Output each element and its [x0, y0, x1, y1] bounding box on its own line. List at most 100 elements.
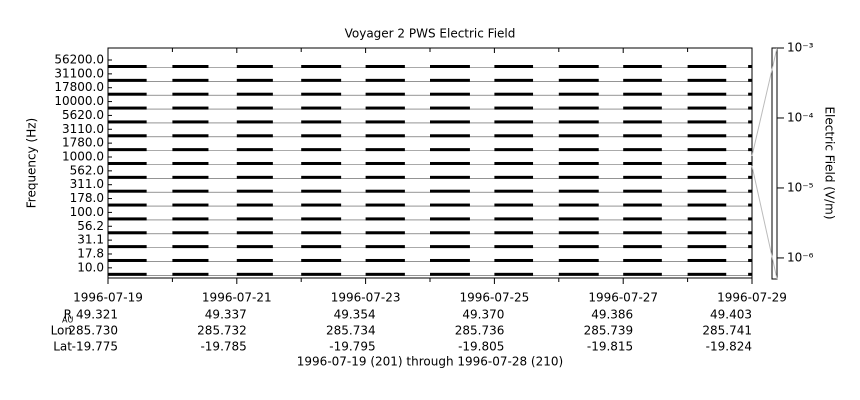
x-tick-label: 1996-07-25	[460, 291, 530, 305]
data-segment	[172, 189, 209, 193]
data-segment	[494, 217, 534, 221]
data-segment	[236, 272, 273, 276]
y-tick-label: 31100.0	[54, 66, 104, 80]
data-segment	[623, 189, 662, 193]
data-segment	[172, 258, 209, 262]
ephemeris-value: 285.734	[326, 324, 376, 338]
y-tick-label: 1000.0	[62, 149, 104, 163]
data-segment	[172, 175, 209, 179]
data-segment	[687, 217, 727, 221]
data-segment	[748, 106, 752, 110]
data-segment	[365, 175, 405, 179]
data-segment	[301, 272, 342, 276]
ephemeris-value: -19.795	[329, 340, 375, 354]
data-segment	[494, 78, 534, 82]
data-segment	[365, 231, 405, 235]
y-tick-label: 56200.0	[54, 53, 104, 67]
data-segment	[365, 203, 405, 207]
data-segment	[108, 148, 147, 152]
data-segment	[430, 92, 470, 96]
data-segment	[687, 161, 727, 165]
data-segment	[748, 175, 752, 179]
data-segment	[558, 78, 599, 82]
data-segment	[365, 272, 405, 276]
data-segment	[301, 134, 342, 138]
data-segment	[430, 217, 470, 221]
ephemeris-value: 49.354	[334, 308, 376, 322]
connector	[751, 165, 778, 280]
data-segment	[236, 161, 273, 165]
data-segment	[623, 134, 662, 138]
ephemeris-value: 285.741	[702, 324, 752, 338]
data-segment	[365, 134, 405, 138]
data-segment	[108, 120, 147, 124]
data-segment	[623, 161, 662, 165]
data-segment	[687, 272, 727, 276]
data-segment	[623, 92, 662, 96]
data-segment	[623, 148, 662, 152]
data-segment	[301, 245, 342, 249]
z-axis-label: Electric Field (V/m)	[823, 106, 837, 219]
data-segment	[430, 258, 470, 262]
ephemeris-value: 49.321	[76, 308, 118, 322]
y-tick-label: 178.0	[70, 191, 104, 205]
data-segment	[236, 189, 273, 193]
data-segment	[558, 258, 599, 262]
data-segment	[494, 245, 534, 249]
data-segment	[172, 120, 209, 124]
data-segment	[301, 175, 342, 179]
data-segment	[108, 258, 147, 262]
y-tick-label: 1780.0	[62, 136, 104, 150]
data-segment	[108, 92, 147, 96]
data-segment	[301, 106, 342, 110]
data-segment	[365, 120, 405, 124]
colorbar	[771, 47, 778, 280]
data-segment	[494, 92, 534, 96]
data-segment	[365, 92, 405, 96]
data-segment	[172, 161, 209, 165]
ephemeris-label: Lon	[51, 324, 72, 338]
data-segment	[236, 65, 273, 68]
x-tick-label: 1996-07-21	[202, 291, 272, 305]
data-segment	[365, 106, 405, 110]
data-segment	[430, 65, 470, 68]
data-segment	[558, 272, 599, 276]
ephemeris-value: -19.815	[587, 340, 633, 354]
data-segment	[623, 258, 662, 262]
data-segment	[430, 106, 470, 110]
data-segment	[494, 189, 534, 193]
ephemeris-label: Lat	[53, 340, 72, 354]
data-segment	[748, 203, 752, 207]
data-segment	[623, 65, 662, 68]
data-segment	[494, 161, 534, 165]
y-tick-label: 31.1	[77, 233, 104, 247]
data-segment	[748, 148, 752, 152]
data-segment	[301, 217, 342, 221]
data-segment	[748, 217, 752, 221]
data-segment	[494, 175, 534, 179]
data-segment	[430, 272, 470, 276]
data-segment	[108, 175, 147, 179]
data-segment	[108, 161, 147, 165]
data-segment	[108, 134, 147, 138]
z-tick-label: 10⁻⁴	[787, 110, 814, 124]
data-segment	[172, 272, 209, 276]
data-segment	[558, 161, 599, 165]
data-segment	[748, 161, 752, 165]
data-segment	[558, 245, 599, 249]
data-segment	[236, 175, 273, 179]
data-segment	[494, 120, 534, 124]
data-segment	[108, 272, 147, 276]
data-segment	[236, 78, 273, 82]
data-segment	[623, 175, 662, 179]
data-segment	[623, 203, 662, 207]
data-segment	[236, 217, 273, 221]
data-segment	[301, 258, 342, 262]
y-tick-label: 3110.0	[62, 122, 104, 136]
data-segment	[301, 203, 342, 207]
data-segment	[748, 231, 752, 235]
data-segment	[558, 92, 599, 96]
data-segment	[172, 203, 209, 207]
data-segment	[558, 134, 599, 138]
data-segment	[687, 231, 727, 235]
